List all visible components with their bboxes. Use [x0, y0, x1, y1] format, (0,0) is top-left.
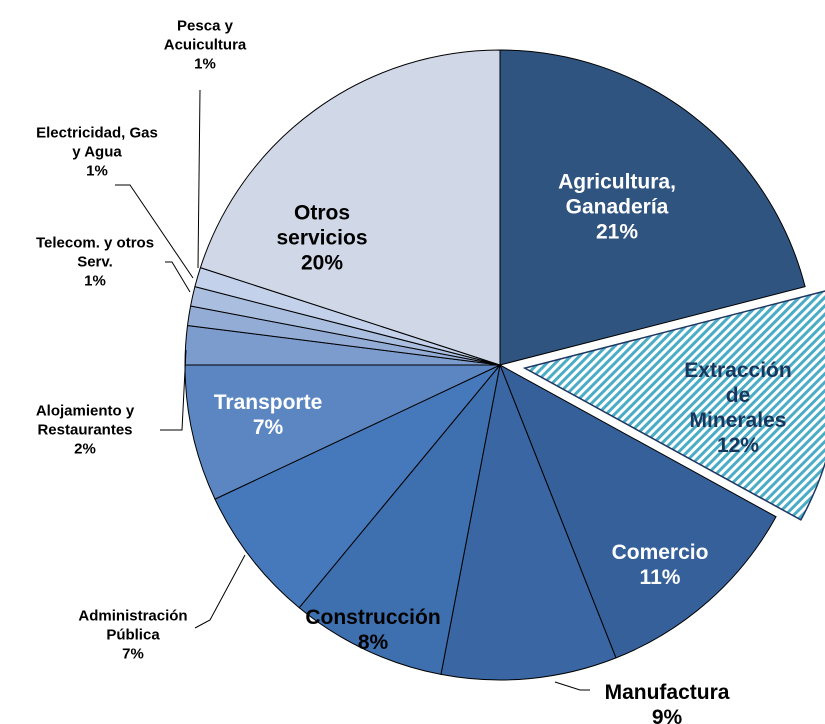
pie-slice: [499, 49, 806, 366]
slice-label: Extracción de Minerales 12%: [684, 358, 791, 458]
leader-line: [194, 554, 246, 629]
slice-label: Otros servicios 20%: [276, 201, 367, 276]
category-label: Transporte: [213, 391, 323, 414]
value-label: 2%: [74, 440, 96, 458]
value-label: 7%: [252, 416, 284, 439]
slice-label: Agricultura, Ganadería 21%: [558, 170, 676, 245]
value-label: 8%: [357, 631, 389, 654]
value-label: 1%: [86, 162, 108, 180]
category-label: Otros servicios: [276, 201, 368, 250]
pie-slice: [298, 364, 501, 676]
value-label: 1%: [194, 55, 216, 73]
value-label: 20%: [300, 251, 344, 275]
value-label: 7%: [122, 645, 144, 663]
slice-label: Transporte 7%: [214, 390, 323, 440]
slice-label: Telecom. y otros Serv. 1%: [36, 234, 154, 291]
category-label: Manufactura: [604, 681, 730, 704]
slice-label: Manufactura 9%: [605, 680, 730, 724]
value-label: 12%: [716, 434, 760, 457]
pie-slice: [499, 363, 777, 659]
category-label: Telecom. y otros Serv.: [35, 234, 155, 271]
pie-slice: [199, 49, 501, 366]
category-label: Comercio: [611, 541, 709, 564]
leader-line: [197, 89, 201, 269]
slice-label: Electricidad, Gas y Agua 1%: [36, 124, 158, 181]
category-label: Extracción de Minerales: [684, 359, 792, 432]
leader-line: [115, 184, 194, 279]
leader-line: [160, 349, 187, 431]
value-label: 9%: [651, 706, 683, 724]
value-label: 21%: [595, 220, 639, 244]
category-label: Administración Pública: [78, 607, 188, 644]
value-label: 11%: [639, 566, 681, 589]
category-label: Agricultura, Ganadería: [558, 170, 676, 219]
leader-line: [165, 261, 191, 293]
slice-label: Construcción 8%: [305, 605, 440, 655]
category-label: Electricidad, Gas y Agua: [36, 124, 158, 161]
value-label: 1%: [84, 272, 106, 290]
category-label: Pesca y Acuicultura: [163, 17, 247, 54]
slice-label: Comercio 11%: [612, 540, 709, 590]
pie-slice: [214, 364, 501, 609]
pie-slice: [522, 290, 825, 521]
category-label: Construcción: [305, 606, 441, 629]
slice-label: Pesca y Acuicultura 1%: [164, 17, 247, 74]
category-label: Alojamiento y Restaurantes: [35, 402, 135, 439]
pie-slice: [440, 363, 617, 681]
slice-label: Administración Pública 7%: [78, 607, 187, 664]
leader-line: [554, 681, 590, 691]
slice-label: Alojamiento y Restaurantes 2%: [36, 402, 134, 459]
